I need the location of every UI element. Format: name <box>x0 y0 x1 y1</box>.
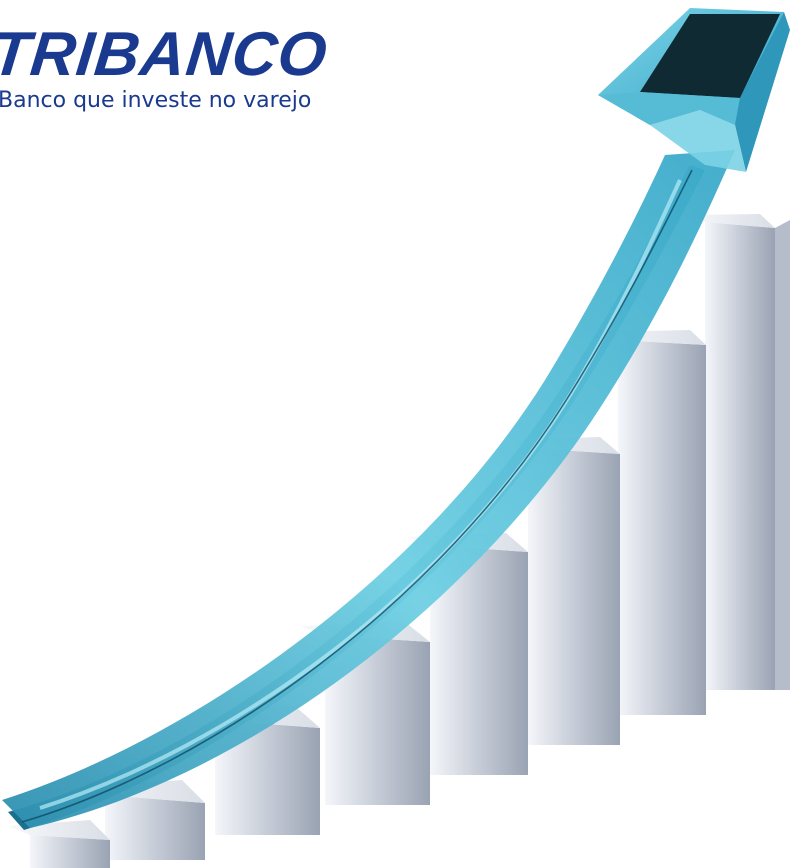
tribanco-logo: TRIBANCO Banco que investe no varejo <box>0 20 331 124</box>
arrow-ribbon <box>2 150 735 830</box>
logo-tagline: Banco que investe no varejo <box>0 88 312 113</box>
bar-8 <box>688 214 790 690</box>
logo-title: TRIBANCO <box>0 20 331 89</box>
arrow-head <box>598 8 790 172</box>
